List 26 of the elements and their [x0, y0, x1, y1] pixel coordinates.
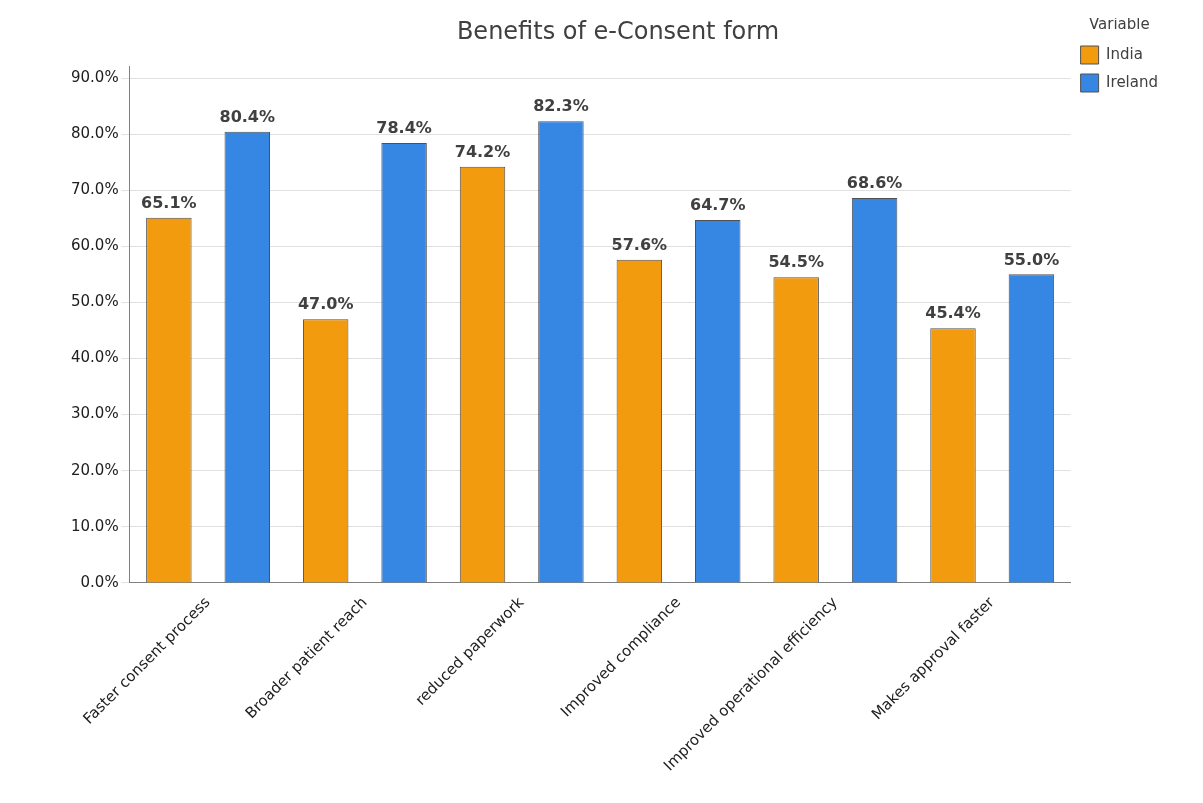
y-tick-label: 0.0% — [80, 572, 119, 591]
data-label: 55.0% — [1003, 249, 1060, 269]
y-tick-label: 70.0% — [71, 180, 119, 199]
data-label: 45.4% — [925, 303, 981, 323]
legend-title: Variable — [1088, 15, 1150, 34]
data-label: 54.5% — [768, 252, 824, 272]
data-label: 47.0% — [297, 294, 354, 314]
data-label: 82.3% — [533, 96, 589, 116]
chart-title: Benefits of e-Consent form — [456, 16, 780, 45]
y-tick-label: 20.0% — [71, 460, 119, 479]
y-tick-label: 80.0% — [71, 124, 119, 143]
data-label: 57.6% — [611, 234, 668, 254]
data-label: 65.1% — [141, 192, 197, 212]
data-label: 64.7% — [690, 195, 746, 215]
data-label: 74.2% — [454, 141, 511, 161]
y-tick-label: 50.0% — [71, 292, 119, 311]
y-tick-label: 30.0% — [71, 404, 119, 423]
data-label: 68.6% — [846, 173, 903, 193]
legend-label: India — [1106, 44, 1143, 63]
legend-label: Ireland — [1106, 72, 1159, 91]
y-tick-label: 90.0% — [71, 67, 119, 86]
y-tick-label: 10.0% — [71, 516, 119, 535]
data-label: 80.4% — [219, 107, 276, 127]
y-tick-label: 60.0% — [71, 236, 119, 255]
y-tick-label: 40.0% — [71, 348, 119, 367]
data-label: 78.4% — [376, 118, 432, 138]
